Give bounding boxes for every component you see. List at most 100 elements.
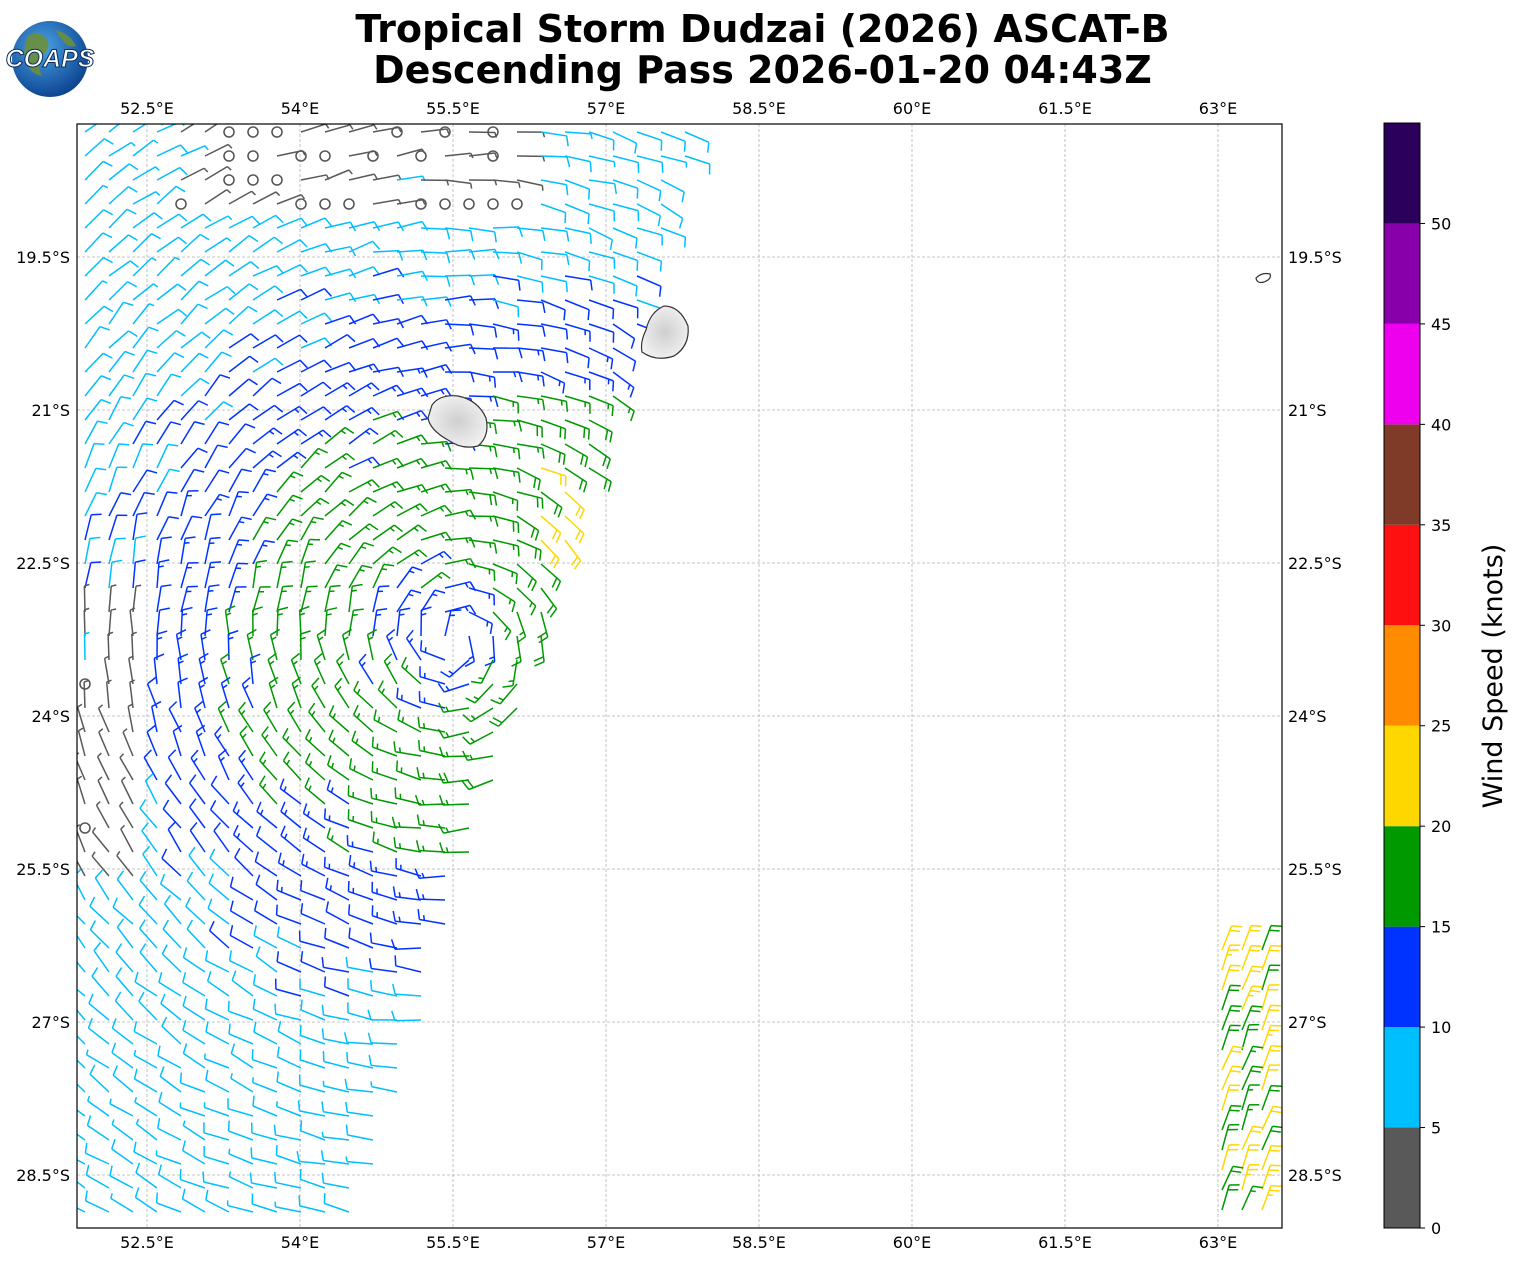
wind-barb xyxy=(444,152,474,159)
wind-barb xyxy=(390,939,422,950)
wind-barb xyxy=(132,584,142,613)
wind-barb xyxy=(252,493,278,517)
wind-barb xyxy=(516,587,537,616)
logo-text: COAPS xyxy=(6,45,95,73)
wind-barb xyxy=(84,420,108,445)
wind-barb xyxy=(395,858,422,877)
wind-barb xyxy=(492,347,523,359)
wind-barb xyxy=(324,584,341,613)
lon-label-bottom: 63°E xyxy=(1199,1233,1237,1252)
wind-barb xyxy=(180,490,199,517)
wind-barb xyxy=(420,550,452,565)
wind-barb xyxy=(348,427,379,445)
wind-barb xyxy=(321,1028,350,1045)
wind-barb xyxy=(84,491,107,517)
wind-barb xyxy=(295,150,307,162)
wind-barb xyxy=(276,585,294,613)
wind-barb xyxy=(132,257,157,277)
title-line-1: Tropical Storm Dudzai (2026) ASCAT-B xyxy=(355,7,1170,51)
wind-barb xyxy=(540,515,562,543)
wind-barb xyxy=(251,1193,278,1213)
wind-barb xyxy=(438,772,470,784)
wind-barb xyxy=(348,583,363,613)
lon-label-bottom: 61.5°E xyxy=(1038,1233,1092,1252)
colorbar-tick-label: 5 xyxy=(1431,1119,1441,1138)
wind-barb xyxy=(392,983,422,997)
colorbar-bin xyxy=(1384,625,1420,726)
wind-barb xyxy=(250,1122,278,1141)
wind-barb xyxy=(204,584,220,613)
wind-barb xyxy=(420,296,452,307)
wind-barb xyxy=(324,314,357,325)
wind-barb xyxy=(372,384,405,397)
wind-barb xyxy=(275,1144,302,1165)
wind-barb xyxy=(249,653,261,685)
lat-label-right: 22.5°S xyxy=(1288,554,1342,573)
wind-barb xyxy=(252,191,281,205)
wind-barb xyxy=(180,515,203,541)
wind-barb xyxy=(237,774,254,805)
wind-barb xyxy=(324,361,357,373)
wind-barb xyxy=(371,905,398,925)
wind-barb xyxy=(280,825,302,853)
wind-barb xyxy=(468,152,498,159)
wind-barb xyxy=(369,932,398,949)
wind-barb xyxy=(146,676,158,709)
wind-barb xyxy=(228,283,259,301)
wind-barb xyxy=(164,774,182,805)
wind-barb xyxy=(269,628,280,661)
wind-barb xyxy=(1261,924,1282,951)
wind-barb xyxy=(1241,1084,1260,1111)
wind-barb xyxy=(396,367,428,378)
wind-barb xyxy=(228,447,256,469)
wind-barb xyxy=(372,563,395,589)
wind-barb xyxy=(344,1078,374,1093)
wind-barb xyxy=(132,397,158,421)
wind-barb xyxy=(161,1016,182,1045)
wind-barb xyxy=(188,774,206,805)
wind-barb xyxy=(89,1064,110,1093)
wind-barb xyxy=(1221,944,1241,971)
wind-barb xyxy=(367,1032,398,1045)
lat-label-left: 21°S xyxy=(31,401,70,420)
wind-barb xyxy=(370,811,398,829)
wind-barb xyxy=(276,239,308,253)
wind-barb xyxy=(182,947,206,973)
wind-barb xyxy=(564,371,591,391)
wind-barb xyxy=(180,536,196,565)
wind-barb xyxy=(440,659,470,678)
wind-barb xyxy=(268,676,279,709)
wind-barb xyxy=(540,539,560,569)
wind-barb xyxy=(325,877,350,901)
wind-barb xyxy=(464,635,476,668)
wind-barb xyxy=(393,837,422,853)
wind-barb xyxy=(252,1077,278,1093)
wind-barb xyxy=(156,166,188,181)
wind-barb xyxy=(108,396,132,421)
wind-barb xyxy=(405,629,422,661)
wind-barb xyxy=(162,799,182,829)
colorbar-bin xyxy=(1384,223,1420,324)
wind-barb xyxy=(271,126,283,138)
wind-barb xyxy=(142,845,158,877)
wind-barb xyxy=(97,776,110,805)
wind-barb xyxy=(396,687,422,709)
wind-barb xyxy=(156,213,188,229)
wind-barb xyxy=(252,516,277,541)
wind-barb xyxy=(540,275,568,293)
wind-barb xyxy=(228,516,252,541)
wind-barb xyxy=(227,1098,254,1117)
wind-barb xyxy=(77,1009,86,1021)
wind-barb xyxy=(79,822,91,834)
wind-barb xyxy=(276,1101,302,1117)
wind-barb xyxy=(180,280,209,301)
wind-barb xyxy=(414,794,446,806)
wind-barb xyxy=(77,1035,86,1045)
wind-barb xyxy=(84,256,113,277)
wind-barb xyxy=(347,978,374,997)
wind-barb xyxy=(133,1050,158,1069)
wind-barb xyxy=(1241,1103,1260,1131)
wind-barb xyxy=(516,275,544,293)
wind-barb xyxy=(588,347,614,370)
wind-barb xyxy=(444,295,476,306)
